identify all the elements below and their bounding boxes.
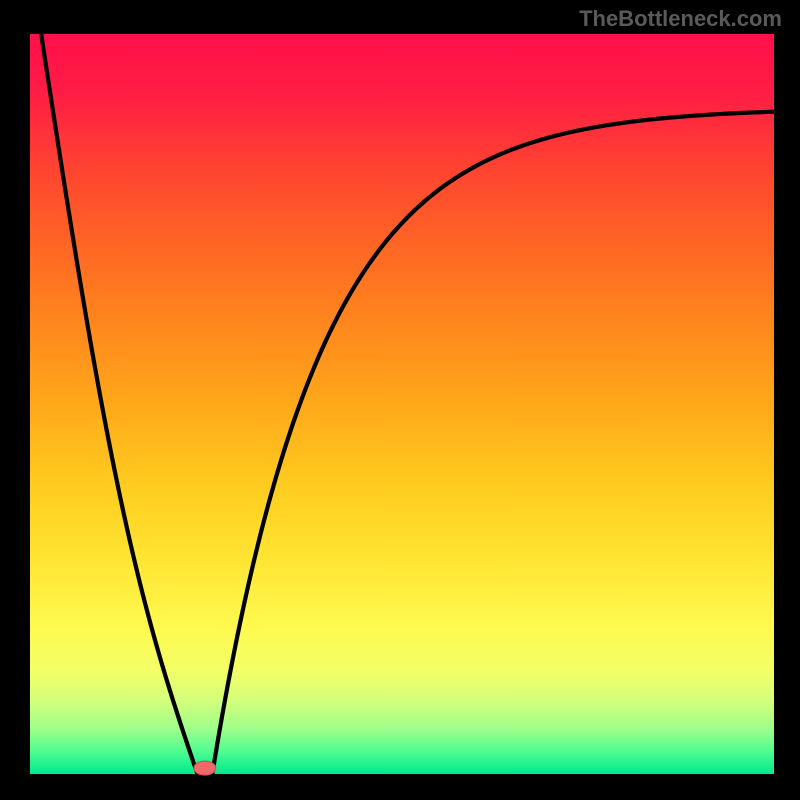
plot-area (30, 34, 774, 774)
marker-dot (194, 761, 216, 775)
attribution-label: TheBottleneck.com (579, 6, 782, 32)
bottleneck-curve (41, 34, 774, 774)
curve-layer (30, 34, 774, 774)
chart-container: TheBottleneck.com (0, 0, 800, 800)
